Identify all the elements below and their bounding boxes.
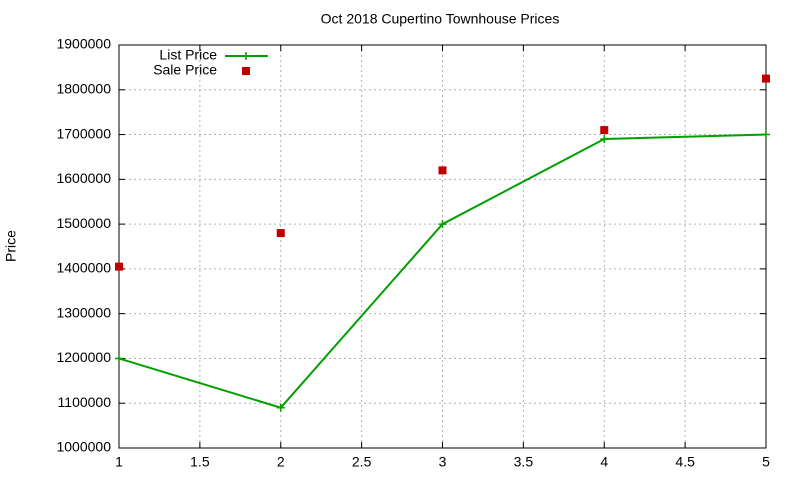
data-point (600, 135, 609, 144)
data-point (276, 229, 285, 238)
y-axis-label: Price (3, 230, 19, 262)
data-point (762, 74, 770, 83)
x-tick-label: 4 (600, 454, 608, 470)
data-point (438, 220, 447, 229)
data-point (762, 130, 770, 139)
x-tick-label: 1.5 (190, 454, 210, 470)
y-tick-label: 1200000 (56, 349, 111, 365)
legend-marker (242, 52, 250, 60)
x-tick-label: 1 (115, 454, 123, 470)
x-tick-label: 2.5 (352, 454, 372, 470)
x-tick-label: 3 (439, 454, 447, 470)
data-point (438, 166, 447, 175)
y-tick-label: 1300000 (56, 304, 111, 320)
y-tick-label: 1400000 (56, 260, 111, 276)
data-point (276, 403, 285, 412)
x-tick-label: 4.5 (675, 454, 695, 470)
y-tick-label: 1700000 (56, 125, 111, 141)
data-point (115, 354, 123, 363)
y-tick-label: 1500000 (56, 215, 111, 231)
x-tick-label: 5 (762, 454, 770, 470)
legend-label: List Price (159, 47, 217, 63)
chart-title: Oct 2018 Cupertino Townhouse Prices (321, 11, 560, 27)
legend-label: Sale Price (153, 62, 217, 78)
data-point (600, 126, 609, 135)
legend-marker (242, 67, 250, 75)
y-tick-label: 1000000 (56, 439, 111, 455)
x-tick-label: 3.5 (514, 454, 534, 470)
data-point (115, 262, 123, 271)
y-tick-label: 1600000 (56, 170, 111, 186)
y-tick-label: 1800000 (56, 80, 111, 96)
y-tick-label: 1900000 (56, 36, 111, 52)
y-tick-label: 1100000 (58, 394, 112, 410)
plot-border (118, 44, 767, 449)
x-tick-label: 2 (277, 454, 285, 470)
